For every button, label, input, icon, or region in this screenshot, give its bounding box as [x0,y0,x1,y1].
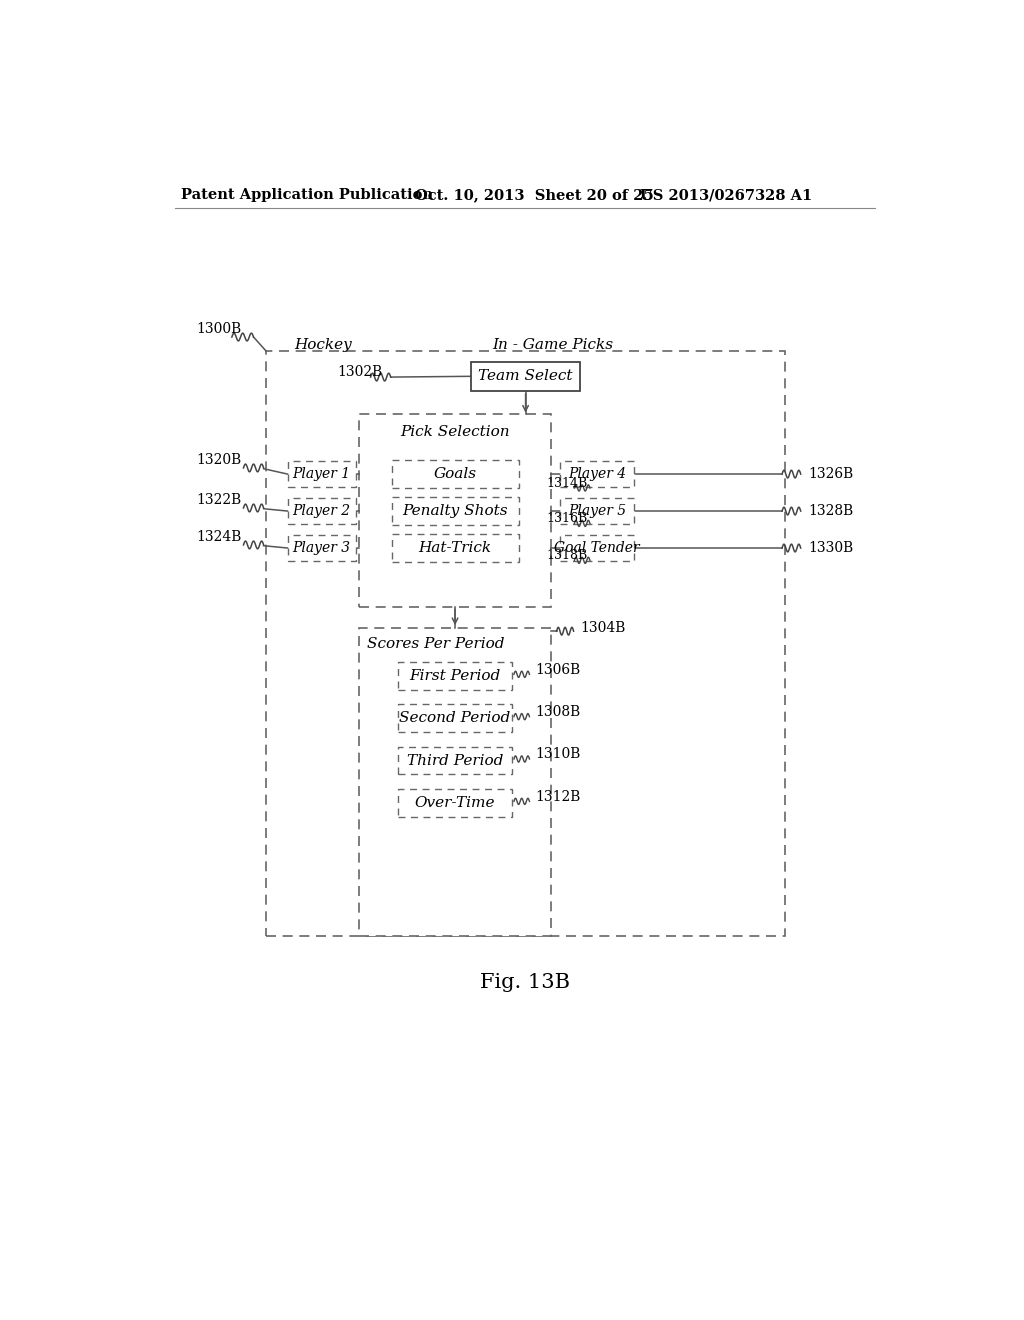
Text: 1326B: 1326B [809,467,854,480]
Text: 1304B: 1304B [581,622,626,635]
Bar [359,628,551,936]
Text: Oct. 10, 2013  Sheet 20 of 25: Oct. 10, 2013 Sheet 20 of 25 [415,189,653,202]
Bar [391,498,518,525]
Bar [560,498,634,524]
Bar [560,461,634,487]
Text: Hat-Trick: Hat-Trick [419,541,492,554]
Text: Fig. 13B: Fig. 13B [480,973,569,991]
Text: 1322B: 1322B [197,494,242,507]
Text: Patent Application Publication: Patent Application Publication [180,189,433,202]
Text: Scores Per Period: Scores Per Period [367,638,504,651]
Text: Second Period: Second Period [399,711,511,725]
Text: Player 3: Player 3 [293,541,351,554]
Text: 1328B: 1328B [809,504,854,517]
Bar [391,535,518,562]
Text: Team Select: Team Select [478,370,572,383]
Text: 1306B: 1306B [536,663,581,677]
Bar [266,351,785,936]
Text: Player 5: Player 5 [568,504,627,517]
Text: 1314B: 1314B [547,477,588,490]
Text: Pick Selection: Pick Selection [400,425,510,438]
Text: 1308B: 1308B [536,705,581,719]
Text: First Period: First Period [410,669,501,682]
Text: Hockey: Hockey [295,338,352,351]
Bar [288,535,356,561]
Bar [391,461,518,488]
Text: Player 1: Player 1 [293,467,351,480]
Bar [397,663,512,689]
Bar [397,705,512,733]
Text: Over-Time: Over-Time [415,796,496,810]
Bar [471,362,580,391]
Text: Goal Tender: Goal Tender [554,541,640,554]
Text: 1312B: 1312B [536,789,581,804]
Text: 1320B: 1320B [197,453,242,467]
Text: 1316B: 1316B [547,512,588,525]
Text: Player 4: Player 4 [568,467,627,480]
Text: Goals: Goals [433,467,476,480]
Text: Penalty Shots: Penalty Shots [402,504,508,517]
Text: 1330B: 1330B [809,541,854,554]
Bar [359,414,551,607]
Bar [288,461,356,487]
Text: Player 2: Player 2 [293,504,351,517]
Text: 1318B: 1318B [547,549,588,562]
Text: 1300B: 1300B [197,322,242,337]
Text: In - Game Picks: In - Game Picks [493,338,613,351]
Bar [397,747,512,775]
Bar [288,498,356,524]
Text: 1302B: 1302B [337,366,383,379]
Text: 1324B: 1324B [197,531,242,544]
Text: 1310B: 1310B [536,747,581,762]
Bar [560,535,634,561]
Text: US 2013/0267328 A1: US 2013/0267328 A1 [640,189,812,202]
Bar [397,789,512,817]
Text: Third Period: Third Period [407,754,503,767]
